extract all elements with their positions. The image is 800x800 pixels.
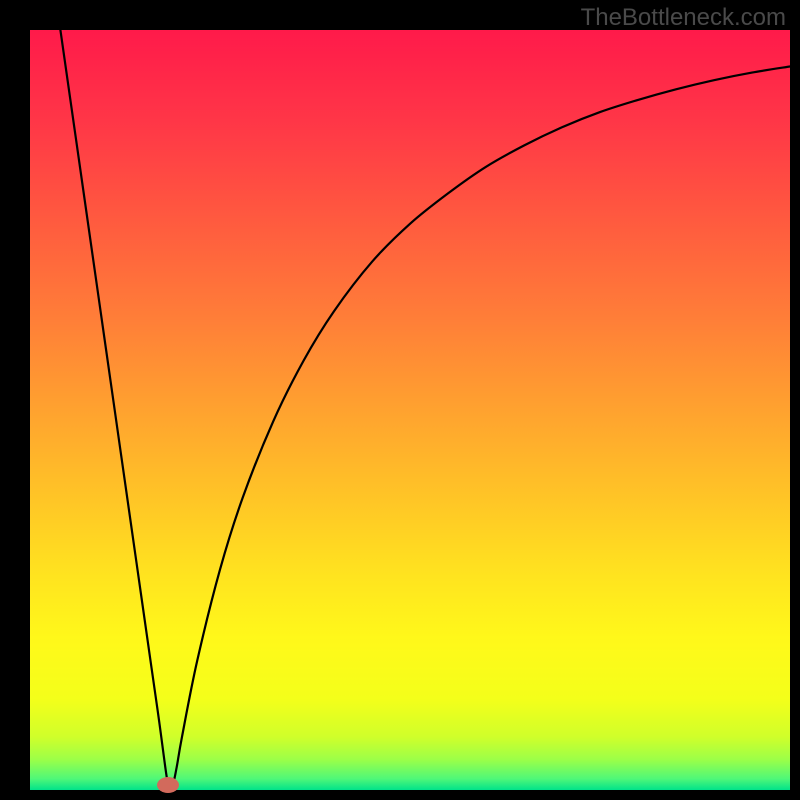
chart-gradient-background [30, 30, 790, 790]
chart-stage: TheBottleneck.com [0, 0, 800, 800]
watermark-text: TheBottleneck.com [581, 4, 786, 32]
bottleneck-chart [30, 30, 790, 790]
optimal-point-marker [157, 777, 179, 793]
